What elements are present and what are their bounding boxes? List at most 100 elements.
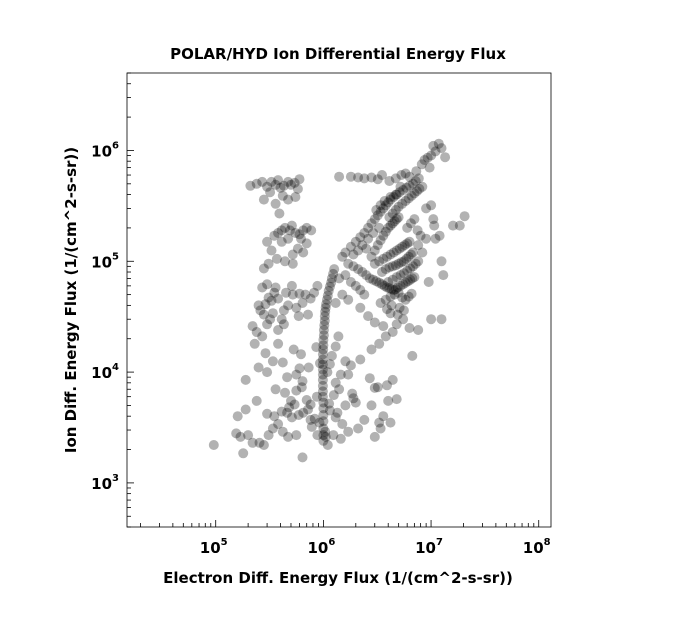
plot-frame (126, 72, 552, 528)
data-point (278, 319, 289, 330)
data-point (290, 192, 301, 202)
data-point (330, 377, 341, 388)
data-point (318, 334, 329, 345)
data-point (396, 257, 407, 268)
data-point (385, 249, 396, 260)
data-point (369, 431, 380, 442)
data-point (343, 258, 354, 269)
data-point (426, 200, 437, 211)
data-point (243, 430, 254, 441)
data-point (402, 265, 413, 276)
data-point (345, 360, 356, 371)
data-point (359, 228, 370, 238)
data-point (368, 228, 379, 238)
data-point (330, 412, 341, 423)
data-point (324, 359, 335, 370)
data-point (406, 190, 417, 201)
data-point (255, 305, 266, 316)
data-point (251, 395, 262, 406)
data-point (345, 171, 356, 182)
data-point (318, 416, 329, 427)
data-point (383, 222, 394, 233)
data-point (247, 437, 258, 448)
data-point (353, 172, 364, 183)
data-point (345, 241, 356, 252)
data-point (251, 327, 262, 337)
data-point (294, 174, 305, 185)
data-point (296, 382, 307, 393)
data-point (380, 331, 391, 342)
data-point (369, 382, 380, 393)
data-point (433, 138, 444, 149)
data-point (253, 300, 264, 311)
data-point (292, 243, 303, 254)
data-point (283, 300, 294, 311)
data-point (231, 428, 242, 439)
data-point (359, 414, 370, 425)
data-point (262, 181, 273, 192)
data-point (390, 189, 401, 200)
data-point (404, 236, 415, 247)
data-point (383, 395, 394, 406)
data-point (374, 338, 385, 349)
x-tick-label: 106 (307, 537, 335, 557)
data-point (390, 205, 401, 215)
data-point (257, 176, 268, 187)
data-point (328, 390, 339, 401)
data-point (298, 225, 309, 236)
data-point (397, 198, 408, 209)
data-point (357, 267, 368, 277)
data-point (395, 270, 406, 281)
data-point (280, 387, 290, 398)
data-point (317, 364, 328, 375)
data-point (366, 251, 377, 262)
data-point (378, 321, 389, 332)
data-point (262, 319, 273, 330)
data-point (363, 311, 374, 322)
data-point (388, 285, 399, 295)
data-point (369, 214, 380, 225)
data-point (258, 309, 269, 320)
data-point (294, 363, 305, 374)
data-point (266, 176, 277, 187)
data-point (343, 426, 354, 437)
data-point (301, 238, 312, 249)
data-point (301, 395, 312, 405)
data-point (378, 230, 389, 241)
data-point (271, 253, 282, 264)
data-point (388, 247, 399, 258)
data-point (277, 426, 288, 437)
data-point (318, 330, 329, 341)
data-point (270, 198, 281, 209)
data-point (385, 220, 396, 231)
data-point (391, 189, 402, 200)
data-point (262, 408, 273, 419)
data-point (303, 362, 314, 373)
data-point (332, 407, 343, 418)
data-point (393, 201, 404, 212)
data-point (403, 193, 414, 204)
data-point (266, 295, 277, 306)
data-point (337, 289, 348, 300)
data-point (208, 440, 219, 450)
data-point (407, 273, 418, 284)
y-axis: 103 104 105 106 (91, 72, 134, 528)
data-point (372, 210, 383, 221)
data-point (312, 430, 323, 441)
data-point (366, 344, 377, 355)
data-point (400, 294, 411, 305)
data-point (294, 288, 305, 299)
data-point (353, 245, 364, 256)
data-point (282, 407, 293, 418)
data-point (404, 171, 415, 182)
data-point (285, 225, 295, 236)
data-point (265, 187, 276, 198)
data-point (235, 431, 246, 442)
data-point (276, 225, 287, 236)
data-point (390, 260, 401, 271)
data-point (340, 356, 351, 367)
x-tick-label: 107 (415, 537, 443, 557)
x-tick-label: 105 (200, 537, 228, 557)
data-point (324, 398, 335, 409)
data-point (413, 256, 424, 267)
